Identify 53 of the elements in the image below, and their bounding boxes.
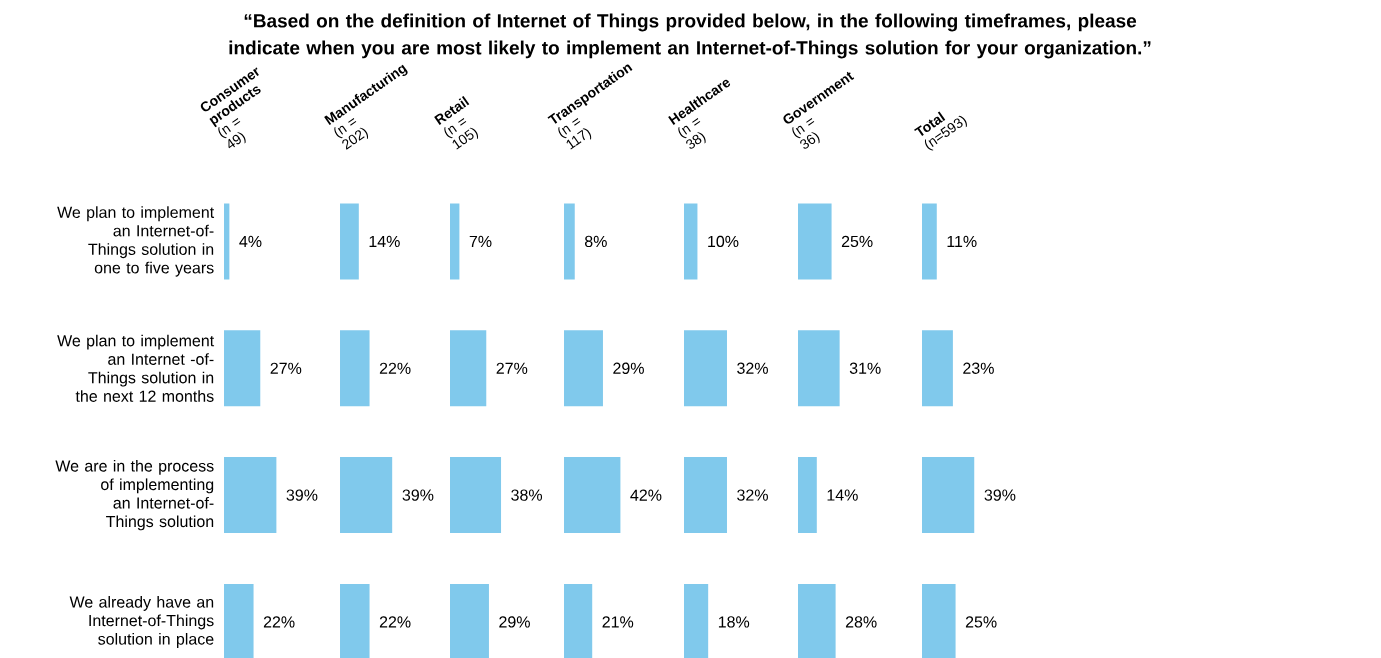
bar [564, 330, 603, 407]
y-tick-label: We are in the process of implementing an Internet-of-Things solution [55, 459, 214, 531]
bar [224, 330, 261, 407]
y-tick-label: We plan to implement an Internet-of-Things solution in one to five years [57, 206, 215, 277]
data-label: 4% [239, 235, 262, 248]
data-label: 8% [584, 235, 607, 248]
data-label: 28% [845, 616, 877, 628]
data-label: 32% [737, 362, 768, 374]
data-label: 39% [984, 489, 1016, 501]
data-label: 10% [708, 235, 739, 248]
data-label: 27% [496, 362, 528, 374]
data-label: 29% [613, 362, 644, 374]
data-label: 42% [630, 489, 662, 501]
data-label: 7% [469, 235, 492, 248]
data-label: 39% [402, 489, 434, 501]
y-tick-label: We plan to implement an Internet -of-Things solution in the next 12 months [57, 334, 215, 402]
bar [450, 583, 489, 658]
data-label: 22% [379, 362, 411, 374]
bar [564, 583, 593, 658]
data-label: 38% [511, 489, 543, 501]
bar [922, 457, 975, 534]
bar [564, 203, 575, 280]
bar [450, 330, 487, 407]
data-label: 25% [965, 616, 997, 628]
bar [798, 203, 832, 280]
bar [450, 203, 460, 280]
data-label: 23% [963, 362, 994, 374]
data-label: 31% [849, 362, 881, 374]
data-label: 18% [718, 616, 750, 628]
bar [224, 203, 230, 280]
data-label: 22% [379, 616, 411, 628]
data-label: 29% [499, 616, 530, 628]
bar [224, 583, 254, 658]
bar [564, 457, 621, 534]
data-label: 14% [369, 235, 400, 248]
bar [922, 330, 953, 407]
bar [450, 457, 502, 534]
data-label: 22% [263, 616, 295, 628]
bar [922, 583, 956, 658]
bar [798, 583, 836, 658]
bar [224, 457, 277, 534]
text: “Based on the definition of Internet of Things provided below, in the following timeframes, please indicate when you are most likely to implement an Internet-of-Things solution for your organization.” [229, 13, 1151, 59]
data-label: 25% [841, 235, 873, 248]
bar [798, 330, 840, 407]
data-label: 11% [947, 235, 977, 248]
bar [922, 203, 937, 280]
data-label: 27% [270, 362, 302, 374]
data-label: 21% [602, 616, 634, 628]
data-label: 32% [737, 489, 768, 501]
data-label: 14% [827, 489, 858, 501]
y-tick-label: We already have an Internet-of-Things solution in place [69, 595, 214, 648]
data-label: 39% [286, 489, 318, 501]
bar [798, 457, 817, 534]
